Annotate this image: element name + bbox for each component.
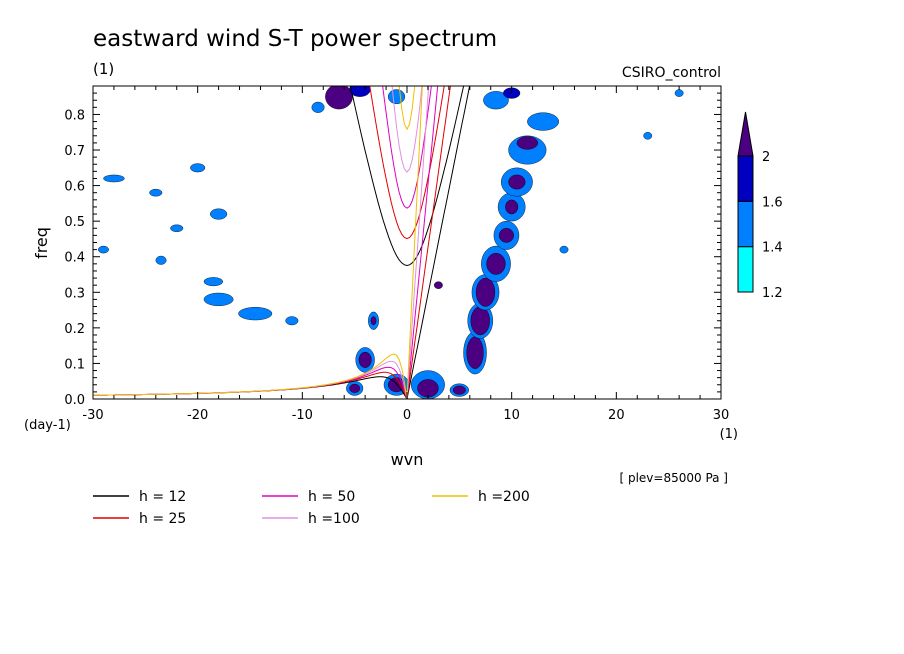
- contour-region-49: [559, 245, 569, 254]
- contour-region-19: [358, 351, 372, 368]
- contour-region-16: [370, 316, 377, 326]
- x-axis-unit: (1): [720, 427, 738, 442]
- kelvin-curve-h200: [406, 86, 423, 399]
- contour-region-0: [325, 86, 353, 110]
- contour-region-21: [349, 383, 361, 393]
- contour-region-48: [674, 89, 684, 97]
- y-tick-label: 0.1: [64, 357, 85, 372]
- contour-region-44: [527, 112, 559, 131]
- contour-region-29: [466, 336, 484, 369]
- contour-region-12: [203, 292, 234, 307]
- kelvin-curve-h25: [406, 86, 451, 399]
- legend-label: h = 25: [139, 511, 186, 527]
- colorbar-extension-arrow: [737, 111, 754, 157]
- chart-subtitle-left: (1): [93, 60, 114, 78]
- ig-curve-h12: [349, 86, 465, 267]
- y-tick-label: 0.0: [64, 393, 85, 408]
- x-tick-label: 30: [713, 408, 730, 423]
- contour-region-9: [98, 245, 109, 254]
- colorbar-segment: [737, 155, 754, 202]
- contour-region-8: [149, 188, 163, 197]
- x-tick-label: 0: [403, 408, 411, 423]
- contour-region-35: [486, 252, 506, 275]
- contour-region-33: [475, 277, 496, 307]
- x-tick-label: -20: [187, 408, 208, 423]
- legend-label: h =100: [308, 511, 360, 527]
- contour-region-39: [505, 199, 519, 215]
- chart-subtitle-right: CSIRO_control: [622, 65, 721, 81]
- legend-label: h = 50: [308, 489, 355, 505]
- y-tick-label: 0.8: [64, 108, 85, 123]
- kelvin-curve-h50: [406, 86, 439, 399]
- x-tick-label: 20: [608, 408, 625, 423]
- contour-region-5: [103, 174, 125, 183]
- contour-region-3: [311, 101, 325, 113]
- ig-curve-h100: [391, 86, 423, 173]
- ig-curve-h200: [398, 86, 416, 131]
- contour-region-7: [170, 224, 184, 233]
- x-tick-label: -30: [82, 408, 103, 423]
- plot-frame: [92, 85, 722, 400]
- curve-legend: h = 12 h = 25 h = 50 h =100 h =200: [93, 489, 530, 527]
- colorbar-label: 1.6: [762, 195, 783, 210]
- dispersion-curves: [93, 86, 471, 399]
- legend-label: h =200: [478, 489, 530, 505]
- y-tick-label: 0.7: [64, 144, 85, 159]
- x-axis-label: wvn: [391, 450, 424, 469]
- contour-region-45: [483, 91, 509, 110]
- colorbar-segment: [737, 246, 754, 293]
- y-axis-label: freq: [32, 227, 51, 259]
- contour-region-27: [452, 385, 466, 395]
- colorbar-label: 1.2: [762, 286, 783, 301]
- contour-region-25: [417, 379, 439, 398]
- contour-region-37: [498, 228, 514, 243]
- y-tick-label: 0.5: [64, 215, 85, 230]
- y-tick-label: 0.6: [64, 180, 85, 195]
- kelvin-curve-h12: [406, 86, 471, 399]
- chart-title: eastward wind S-T power spectrum: [93, 26, 497, 52]
- colorbar-label: 1.4: [762, 241, 783, 256]
- ig-curve-h25: [369, 86, 445, 240]
- y-tick-label: 0.3: [64, 286, 85, 301]
- y-axis-unit: (day-1): [24, 418, 71, 433]
- ig-curve-h50: [382, 86, 432, 209]
- contour-region-2: [387, 89, 406, 104]
- contour-region-43: [516, 136, 539, 150]
- contour-region-6: [210, 208, 228, 220]
- contour-region-14: [285, 316, 299, 326]
- x-tick-label: 10: [503, 408, 520, 423]
- spectrum-contours: [98, 86, 684, 399]
- contour-region-11: [203, 277, 223, 287]
- contour-region-4: [190, 163, 206, 173]
- colorbar: 1.2 1.4 1.6 2: [737, 111, 783, 301]
- contour-region-10: [155, 255, 167, 265]
- contour-region-47: [643, 132, 653, 140]
- contour-region-13: [238, 307, 273, 321]
- colorbar-label: 2: [762, 150, 770, 165]
- contour-region-31: [470, 306, 490, 336]
- colorbar-segment: [737, 200, 754, 248]
- legend-label: h = 12: [139, 489, 186, 505]
- contour-region-17: [434, 281, 443, 289]
- y-tick-label: 0.2: [64, 322, 85, 337]
- y-axis: 0.0 0.1 0.2 0.3 0.4 0.5 0.6 0.7 0.8: [64, 85, 721, 408]
- x-tick-label: -10: [292, 408, 313, 423]
- kelvin-curve-h100: [406, 86, 430, 399]
- rossby-curve-h200: [93, 353, 408, 399]
- x-axis: -30 -20 -10 0 10 20 30: [82, 86, 729, 423]
- contour-region-41: [508, 174, 526, 190]
- pressure-level-annotation: [ plev=85000 Pa ]: [619, 471, 728, 485]
- y-tick-label: 0.4: [64, 251, 85, 266]
